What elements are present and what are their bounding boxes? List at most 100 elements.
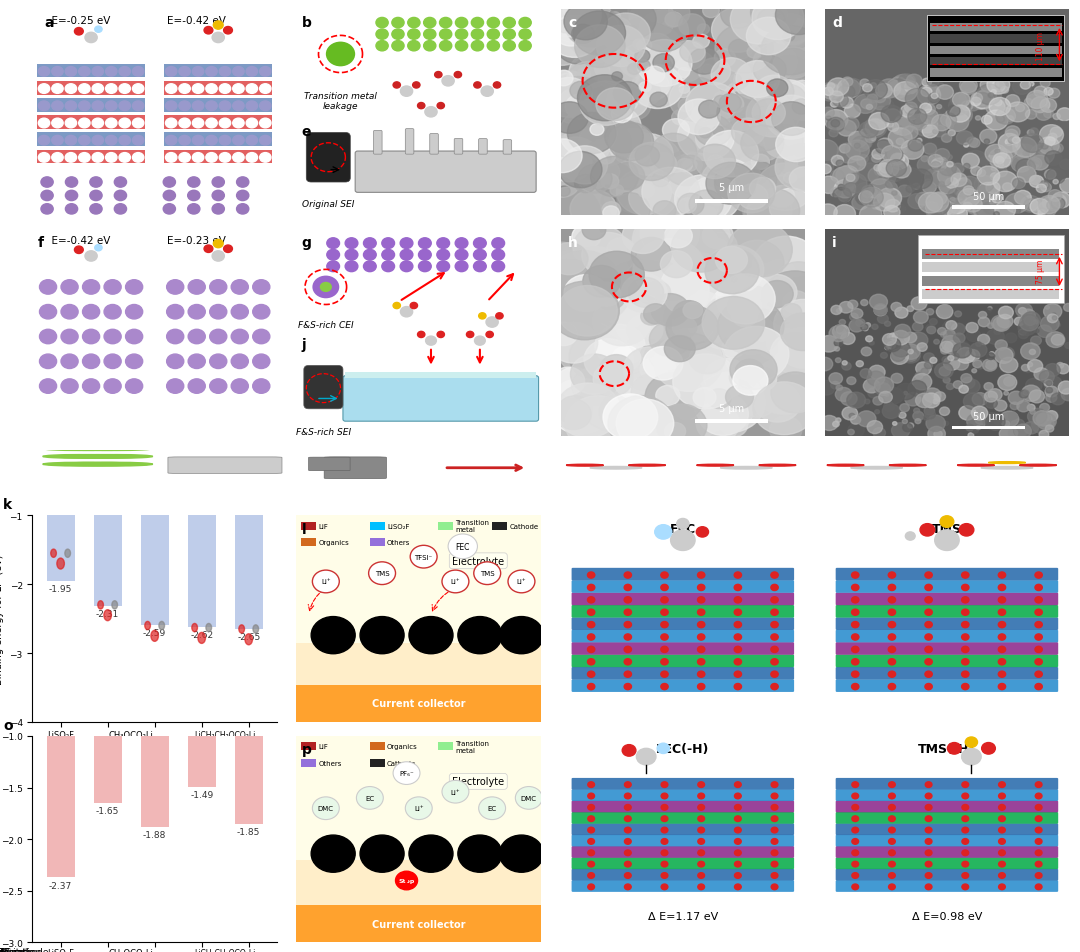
Circle shape — [843, 118, 860, 131]
Circle shape — [843, 174, 867, 193]
Circle shape — [977, 167, 1000, 186]
Circle shape — [1013, 138, 1037, 158]
Circle shape — [580, 10, 613, 39]
Circle shape — [237, 205, 248, 215]
Circle shape — [845, 105, 861, 119]
Circle shape — [829, 327, 848, 342]
Circle shape — [1015, 145, 1036, 162]
Circle shape — [1024, 422, 1039, 434]
Circle shape — [188, 330, 205, 345]
Circle shape — [253, 306, 270, 320]
Circle shape — [738, 185, 768, 210]
Circle shape — [633, 40, 645, 50]
Text: (CH₂OCO₂Li)₂: (CH₂OCO₂Li)₂ — [106, 749, 157, 759]
Circle shape — [364, 239, 376, 249]
Circle shape — [1035, 585, 1042, 591]
Circle shape — [1026, 94, 1045, 110]
Circle shape — [624, 19, 653, 43]
Circle shape — [851, 646, 859, 653]
Circle shape — [757, 164, 813, 211]
Circle shape — [863, 327, 868, 331]
FancyBboxPatch shape — [571, 680, 794, 692]
Circle shape — [569, 333, 626, 382]
Text: EC: EC — [0, 947, 6, 952]
Circle shape — [1039, 138, 1059, 155]
Circle shape — [165, 85, 177, 94]
Circle shape — [922, 126, 937, 139]
Circle shape — [635, 50, 650, 63]
Circle shape — [926, 325, 935, 333]
Circle shape — [1047, 201, 1059, 211]
Circle shape — [698, 622, 705, 628]
FancyBboxPatch shape — [836, 605, 1058, 618]
Circle shape — [714, 92, 729, 105]
Circle shape — [1036, 884, 1042, 890]
Circle shape — [932, 126, 946, 138]
Circle shape — [705, 297, 748, 333]
Circle shape — [905, 352, 917, 362]
Circle shape — [654, 526, 672, 540]
Circle shape — [927, 77, 940, 88]
Circle shape — [765, 134, 793, 158]
Circle shape — [455, 262, 468, 272]
FancyBboxPatch shape — [324, 457, 387, 479]
Circle shape — [841, 363, 851, 370]
Circle shape — [1035, 684, 1042, 690]
Circle shape — [624, 816, 631, 822]
Circle shape — [1057, 365, 1069, 374]
Circle shape — [206, 119, 217, 129]
Circle shape — [948, 356, 954, 361]
Circle shape — [991, 82, 1005, 93]
Circle shape — [1048, 314, 1057, 324]
Circle shape — [633, 214, 694, 267]
Bar — [164, 116, 272, 129]
Circle shape — [720, 467, 772, 469]
Circle shape — [727, 375, 773, 413]
Circle shape — [886, 168, 904, 182]
Circle shape — [926, 804, 932, 810]
Circle shape — [988, 307, 991, 310]
Circle shape — [868, 136, 876, 142]
Circle shape — [891, 374, 903, 384]
Circle shape — [1020, 315, 1039, 331]
Circle shape — [570, 355, 618, 395]
Circle shape — [624, 572, 632, 579]
Circle shape — [1011, 156, 1031, 173]
Circle shape — [665, 13, 683, 28]
Circle shape — [1038, 196, 1059, 214]
Circle shape — [1040, 80, 1050, 89]
Circle shape — [656, 0, 690, 28]
Circle shape — [188, 281, 205, 295]
Circle shape — [889, 782, 895, 787]
Circle shape — [747, 300, 783, 329]
Circle shape — [842, 407, 858, 421]
Circle shape — [1005, 333, 1016, 344]
Circle shape — [1058, 382, 1074, 395]
Circle shape — [559, 89, 591, 116]
Circle shape — [1025, 99, 1032, 106]
Circle shape — [327, 262, 339, 272]
Circle shape — [540, 29, 584, 67]
Circle shape — [766, 125, 804, 157]
Circle shape — [773, 300, 833, 349]
Circle shape — [916, 115, 937, 134]
Circle shape — [954, 358, 969, 370]
Circle shape — [863, 85, 873, 92]
Circle shape — [840, 333, 855, 345]
Circle shape — [104, 610, 111, 621]
Bar — [301, 522, 316, 530]
Circle shape — [746, 18, 791, 55]
Circle shape — [984, 391, 998, 403]
Text: Li dendrite: Li dendrite — [0, 947, 25, 952]
Circle shape — [946, 322, 957, 330]
Circle shape — [661, 816, 667, 822]
Circle shape — [565, 95, 595, 120]
Circle shape — [640, 345, 665, 366]
Circle shape — [889, 850, 895, 856]
Circle shape — [632, 82, 661, 107]
FancyBboxPatch shape — [571, 643, 794, 655]
Circle shape — [734, 827, 741, 833]
Circle shape — [114, 191, 126, 202]
Circle shape — [869, 92, 890, 110]
Circle shape — [327, 250, 339, 261]
